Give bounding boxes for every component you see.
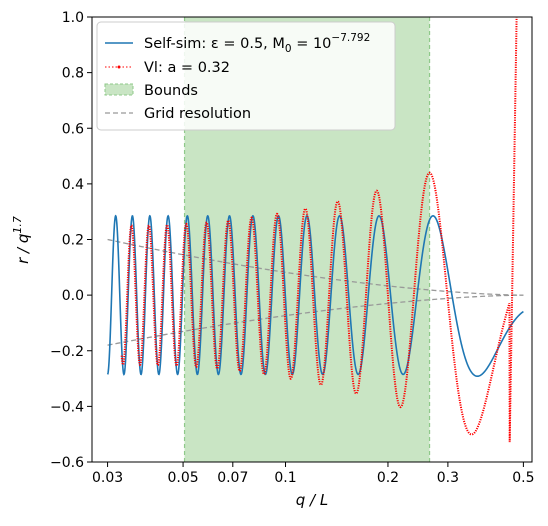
legend-label-self-sim: Self-sim: ε = 0.5, M0 = 10−7.792 <box>144 32 370 55</box>
x-tick-label: 0.07 <box>217 470 248 486</box>
x-tick-label: 0.3 <box>437 470 459 486</box>
x-axis-label: q / L <box>296 491 328 509</box>
y-tick-label: 0.6 <box>62 121 84 137</box>
y-tick-label: −0.4 <box>50 399 84 415</box>
legend-label-vl: Vl: a = 0.32 <box>144 60 230 76</box>
legend-label-grid: Grid resolution <box>144 106 251 122</box>
y-tick-label: −0.2 <box>50 344 84 360</box>
legend-box <box>96 21 396 131</box>
y-tick-label: 0.0 <box>62 288 84 304</box>
y-tick-label: 0.2 <box>62 233 84 249</box>
x-tick-label: 0.03 <box>92 470 123 486</box>
vl-series-line <box>120 17 518 443</box>
x-tick-label: 0.05 <box>167 470 198 486</box>
y-axis-label: r / q1.7 <box>11 216 32 264</box>
x-tick-label: 0.1 <box>274 470 296 486</box>
legend: Self-sim: ε = 0.5, M0 = 10−7.792 Vl: a =… <box>96 21 396 131</box>
self-sim-series-line <box>106 214 524 378</box>
legend-label-bounds: Bounds <box>144 83 198 99</box>
legend-swatch-bounds <box>104 83 134 96</box>
y-axis-label-exp: 1.7 <box>11 216 24 234</box>
x-axis-ticks: 0.03 0.05 0.07 0.1 0.2 0.3 0.5 <box>92 462 535 486</box>
y-axis-label-main: r / q <box>14 234 32 264</box>
x-tick-label: 0.2 <box>377 470 399 486</box>
x-tick-label: 0.5 <box>512 470 534 486</box>
y-tick-label: 0.8 <box>62 66 84 82</box>
y-tick-label: 0.4 <box>62 177 84 193</box>
y-tick-label: −0.6 <box>50 455 84 471</box>
legend-swatch-vl-marker <box>117 65 121 69</box>
grid-resolution-upper-line <box>107 238 524 296</box>
y-tick-label: 1.0 <box>62 10 84 26</box>
y-axis-ticks: −0.6 −0.4 −0.2 0.0 0.2 0.4 0.6 0.8 1.0 <box>50 10 92 471</box>
